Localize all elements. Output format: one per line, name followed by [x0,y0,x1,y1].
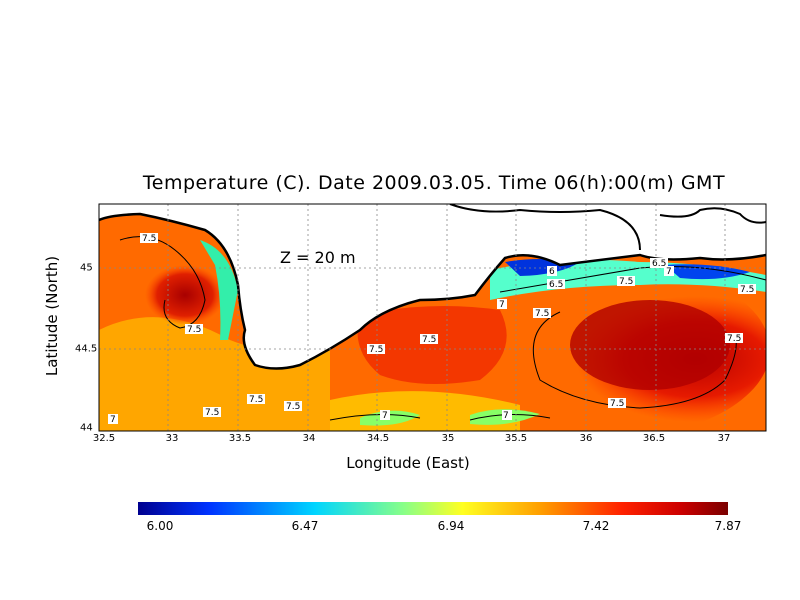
colorbar-label: 6.00 [146,519,174,533]
x-axis-label: Longitude (East) [346,454,470,472]
svg-text:7.5: 7.5 [142,234,156,244]
contour-7-5-east [532,311,737,409]
svg-text:7: 7 [503,411,509,421]
svg-text:7.5: 7.5 [422,335,436,345]
svg-text:7: 7 [666,267,672,277]
x-tick: 34.5 [366,433,390,444]
azov-shore [449,204,641,251]
svg-text:7: 7 [110,415,116,425]
warm-band-west [99,317,330,431]
contour-7-5-west [119,236,206,329]
svg-text:7.5: 7.5 [205,408,219,418]
svg-text:6.5: 6.5 [549,280,563,290]
hot-core-east [570,300,730,390]
plot-frame [98,203,767,432]
svg-text:7.5: 7.5 [369,345,383,355]
x-tick: 36.5 [642,433,666,444]
svg-text:7: 7 [382,411,388,421]
x-tick: 35 [441,433,455,444]
y-axis-label: Latitude (North) [43,255,61,377]
y-tick: 45 [80,262,93,274]
svg-text:7.5: 7.5 [286,402,300,412]
red-field-central [357,306,507,384]
svg-text:7.5: 7.5 [619,277,633,287]
map-title: Temperature (C). Date 2009.03.05. Time 0… [142,172,726,194]
colorbar-label: 6.47 [291,519,319,533]
x-tick: 32.5 [92,433,116,444]
svg-text:7: 7 [499,300,505,310]
x-tick: 36 [579,433,593,444]
coastline [99,212,766,370]
x-tick: 34 [302,433,316,444]
svg-text:6.5: 6.5 [652,259,666,269]
cold-pool-east [665,264,750,280]
y-tick: 44 [80,422,93,434]
x-tick: 37 [717,433,731,444]
land-crimea [99,204,766,369]
colorbar [138,502,728,515]
hot-eddy-west [145,265,225,325]
svg-text:7.5: 7.5 [740,285,754,295]
colorbar-label: 7.87 [714,519,742,533]
svg-text:7.5: 7.5 [249,395,263,405]
cool-strip-west [200,240,238,340]
svg-text:7.5: 7.5 [727,334,741,344]
svg-text:7.5: 7.5 [535,309,549,319]
y-tick: 44.5 [75,343,98,355]
svg-text:6: 6 [549,267,555,277]
svg-text:7.5: 7.5 [187,325,201,335]
colorbar-label: 6.94 [437,519,465,533]
x-tick: 33 [165,433,179,444]
depth-label: Z = 20 m [280,248,356,267]
colorbar-label: 7.42 [582,519,610,533]
x-tick: 35.5 [504,433,528,444]
azov-shore-2 [659,207,766,224]
svg-text:7.5: 7.5 [610,399,624,409]
contour-labels: 7.5 7.5 7.5 7.5 7.5 7.5 7.5 7.5 7.5 7.5 … [108,233,756,425]
x-tick: 33.5 [228,433,252,444]
